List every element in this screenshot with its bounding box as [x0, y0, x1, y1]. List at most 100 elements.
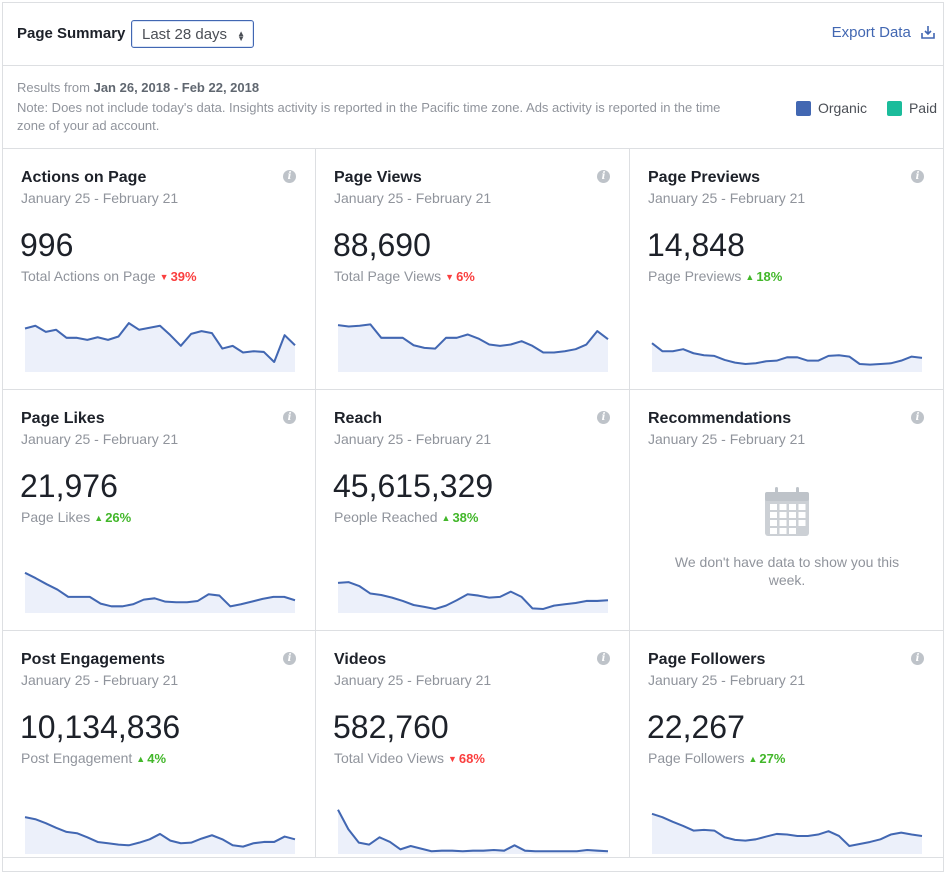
card-date-range: January 25 - February 21 — [21, 190, 179, 206]
sparkline-organic-line — [24, 816, 296, 848]
legend-paid: Paid — [886, 100, 937, 116]
metric-value: 14,848 — [647, 227, 745, 263]
trend-down-icon: ▼ — [159, 272, 169, 282]
metric-card-videos[interactable]: Videos January 25 - February 21 i 582,760 To… — [316, 631, 630, 858]
date-range-value: Last 28 days — [142, 26, 228, 43]
info-icon[interactable]: i — [911, 170, 924, 183]
metric-value: 996 — [20, 227, 74, 263]
paid-swatch — [886, 100, 902, 116]
sparkline-chart — [24, 571, 296, 614]
metric-subtitle: Total Actions on Page ▼ 39% — [21, 268, 197, 284]
card-date-range: January 25 - February 21 — [21, 431, 179, 447]
sparkline-chart — [24, 816, 296, 855]
card-date-range: January 25 - February 21 — [334, 672, 492, 688]
card-title: Page Views — [334, 169, 422, 186]
sparkline-organic-line — [651, 342, 923, 366]
results-range: Jan 26, 2018 - Feb 22, 2018 — [93, 80, 260, 95]
metric-card-page-followers[interactable]: Page Followers January 25 - February 21 i 2… — [630, 631, 943, 858]
timezone-note: Note: Does not include today's data. Ins… — [17, 100, 721, 133]
sparkline-organic-line — [24, 571, 296, 608]
trend-up-icon: ▲ — [94, 513, 104, 523]
date-range-select[interactable]: Last 28 days ▲ ▼ — [131, 20, 254, 48]
sparkline-organic-line — [24, 322, 296, 363]
metric-subtitle: People Reached ▲ 38% — [334, 509, 478, 525]
metric-card-reach[interactable]: Reach January 25 - February 21 i 45,615,329… — [316, 390, 630, 631]
sparkline-chart — [651, 342, 923, 373]
trend-down-icon: ▼ — [445, 272, 455, 282]
metric-value: 45,615,329 — [333, 468, 494, 504]
legend-organic: Organic — [795, 100, 867, 116]
sparkline-chart — [651, 812, 923, 855]
metric-value: 21,976 — [20, 468, 118, 504]
info-icon[interactable]: i — [911, 411, 924, 424]
summary-header: Page Summary Last 28 days ▲ ▼ Export Data — [3, 3, 943, 66]
chart-legend: Organic Paid — [776, 100, 937, 116]
metric-subtitle: Total Page Views ▼ 6% — [334, 268, 475, 284]
info-icon[interactable]: i — [597, 411, 610, 424]
metric-card-page-likes[interactable]: Page Likes January 25 - February 21 i 21,97… — [3, 390, 316, 631]
trend-value: 38% — [452, 510, 479, 525]
empty-state-message: We don't have data to show you this week… — [674, 554, 900, 588]
metric-subtitle: Page Likes ▲ 26% — [21, 509, 131, 525]
trend-value: 68% — [458, 751, 485, 766]
card-date-range: January 25 - February 21 — [21, 672, 179, 688]
card-title: Reach — [334, 410, 383, 427]
metric-value: 582,760 — [333, 709, 449, 745]
trend-badge: ▲ 38% — [442, 510, 479, 525]
trend-badge: ▲ 27% — [749, 751, 786, 766]
sparkline-area — [338, 582, 608, 614]
export-data-label: Export Data — [831, 24, 911, 41]
metric-subtitle-label: Post Engagement — [21, 750, 133, 766]
metric-subtitle: Post Engagement ▲ 4% — [21, 750, 166, 766]
card-title: Recommendations — [648, 410, 792, 427]
metric-subtitle: Total Video Views ▼ 68% — [334, 750, 485, 766]
metric-value: 22,267 — [647, 709, 745, 745]
trend-badge: ▲ 18% — [745, 269, 782, 284]
info-icon[interactable]: i — [597, 170, 610, 183]
metric-card-recommendations[interactable]: Recommendations January 25 - February 21 i… — [630, 390, 943, 631]
card-date-range: January 25 - February 21 — [334, 190, 492, 206]
calendar-icon — [765, 487, 809, 536]
metric-value: 88,690 — [333, 227, 431, 263]
trend-badge: ▼ 68% — [448, 751, 485, 766]
metric-subtitle-label: Page Followers — [648, 750, 745, 766]
sparkline-area — [25, 817, 295, 855]
export-data-link[interactable]: Export Data — [832, 24, 935, 41]
info-icon[interactable]: i — [283, 652, 296, 665]
info-icon[interactable]: i — [283, 170, 296, 183]
info-icon[interactable]: i — [597, 652, 610, 665]
sparkline-organic-line — [337, 581, 609, 610]
sparkline-area — [652, 813, 922, 855]
metric-card-page-previews[interactable]: Page Previews January 25 - February 21 i 14… — [630, 149, 943, 390]
sparkline-area — [338, 324, 608, 373]
sparkline-organic-line — [651, 812, 923, 848]
metric-subtitle-label: People Reached — [334, 509, 438, 525]
empty-state: We don't have data to show you this week… — [630, 486, 944, 589]
info-icon[interactable]: i — [283, 411, 296, 424]
trend-value: 6% — [456, 269, 475, 284]
legend-organic-label: Organic — [817, 100, 867, 116]
metric-card-post-engagements[interactable]: Post Engagements January 25 - February 21… — [3, 631, 316, 858]
results-prefix: Results from — [17, 80, 90, 95]
metric-card-actions-on-page[interactable]: Actions on Page January 25 - February 21 i… — [3, 149, 316, 390]
info-icon[interactable]: i — [911, 652, 924, 665]
sparkline-chart — [337, 809, 609, 855]
card-title: Videos — [334, 651, 387, 668]
metric-subtitle-label: Total Actions on Page — [21, 268, 156, 284]
organic-swatch — [795, 100, 811, 116]
card-date-range: January 25 - February 21 — [648, 431, 806, 447]
metric-subtitle: Page Followers ▲ 27% — [648, 750, 785, 766]
results-info: Results from Jan 26, 2018 - Feb 22, 2018… — [3, 66, 943, 149]
metric-subtitle: Page Previews ▲ 18% — [648, 268, 782, 284]
trend-value: 18% — [756, 269, 783, 284]
card-title: Post Engagements — [21, 651, 166, 668]
sparkline-area — [338, 809, 608, 855]
trend-up-icon: ▲ — [745, 272, 755, 282]
sparkline-organic-line — [337, 323, 609, 354]
metric-value: 10,134,836 — [20, 709, 181, 745]
card-title: Page Previews — [648, 169, 761, 186]
metric-card-page-views[interactable]: Page Views January 25 - February 21 i 88,69… — [316, 149, 630, 390]
sparkline-area — [25, 572, 295, 614]
sparkline-chart — [24, 322, 296, 373]
